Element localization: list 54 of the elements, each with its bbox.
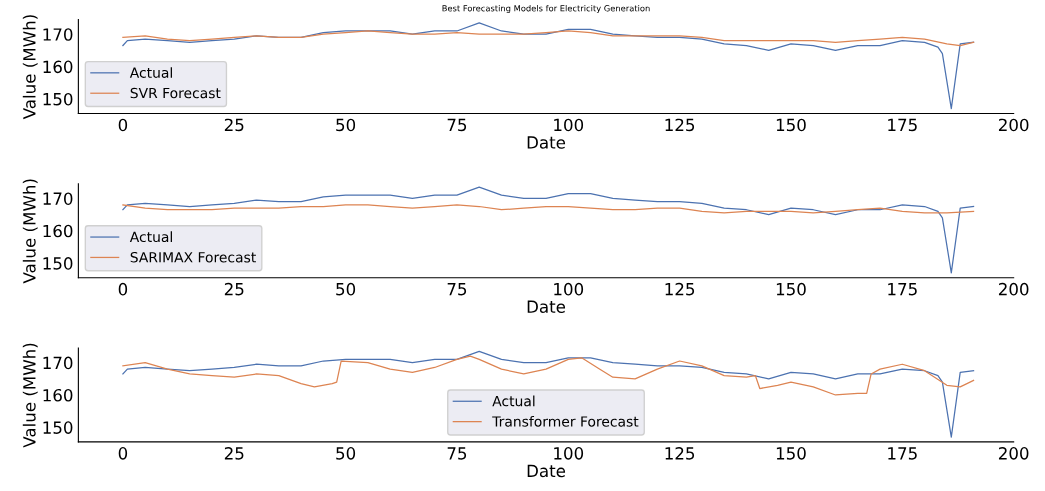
line-series — [122, 30, 975, 47]
x-tick-label: 200 — [998, 447, 1029, 460]
x-tick-label: 100 — [554, 447, 584, 460]
x-tick-label: 25 — [224, 282, 244, 296]
y-tick-label: 150 — [43, 257, 73, 270]
y-axis-title: Value (MWh) — [22, 343, 38, 448]
x-tick-label: 25 — [224, 447, 244, 460]
legend-label: SARIMAX Forecast — [130, 251, 256, 263]
x-tick-label: 200 — [998, 118, 1029, 132]
x-tick-label: 0 — [118, 118, 128, 132]
x-tick-label: 125 — [665, 447, 695, 460]
x-tick-label: 75 — [447, 118, 467, 132]
x-tick-label: 125 — [665, 282, 695, 296]
x-tick-label: 150 — [776, 282, 806, 296]
x-tick-label: 175 — [888, 447, 917, 460]
x-axis-title: Date — [527, 464, 566, 478]
x-axis-title: Date — [527, 300, 566, 313]
x-tick-label: 200 — [998, 282, 1029, 296]
x-tick-label: 50 — [336, 447, 356, 460]
x-tick-label: 125 — [665, 118, 695, 132]
x-axis-title: Date — [527, 136, 566, 149]
legend-label: Transformer Forecast — [492, 415, 639, 427]
x-tick-label: 50 — [336, 282, 356, 296]
line-series — [122, 186, 975, 274]
y-axis-title: Value (MWh) — [22, 15, 38, 120]
legend-label: Actual — [492, 395, 535, 407]
y-tick-label: 150 — [43, 92, 73, 106]
x-tick-label: 0 — [118, 447, 128, 460]
y-tick-label: 160 — [43, 388, 73, 402]
line-series — [122, 350, 975, 438]
x-tick-label: 25 — [224, 118, 244, 132]
x-tick-label: 50 — [336, 118, 356, 132]
y-tick-label: 170 — [43, 192, 73, 205]
x-tick-label: 100 — [554, 118, 584, 132]
y-axis-title: Value (MWh) — [22, 179, 38, 284]
line-series — [122, 204, 975, 214]
x-tick-label: 175 — [888, 283, 917, 296]
y-tick-label: 170 — [43, 356, 73, 370]
chart-title: Best Forecasting Models for Electricity Generation — [442, 4, 650, 14]
y-tick-label: 160 — [43, 60, 73, 74]
x-tick-label: 150 — [776, 447, 806, 460]
legend-label: Actual — [129, 67, 172, 78]
x-tick-label: 0 — [118, 282, 128, 296]
y-tick-label: 170 — [43, 28, 73, 41]
x-tick-label: 75 — [447, 447, 467, 460]
y-tick-label: 150 — [43, 421, 73, 434]
line-series — [122, 355, 975, 396]
x-tick-label: 150 — [776, 118, 806, 132]
legend-label: SVR Forecast — [130, 87, 221, 99]
x-tick-label: 175 — [888, 118, 917, 132]
x-tick-label: 75 — [447, 283, 467, 296]
y-tick-label: 160 — [43, 224, 73, 238]
legend-label: Actual — [129, 231, 172, 243]
x-tick-label: 100 — [554, 282, 584, 296]
